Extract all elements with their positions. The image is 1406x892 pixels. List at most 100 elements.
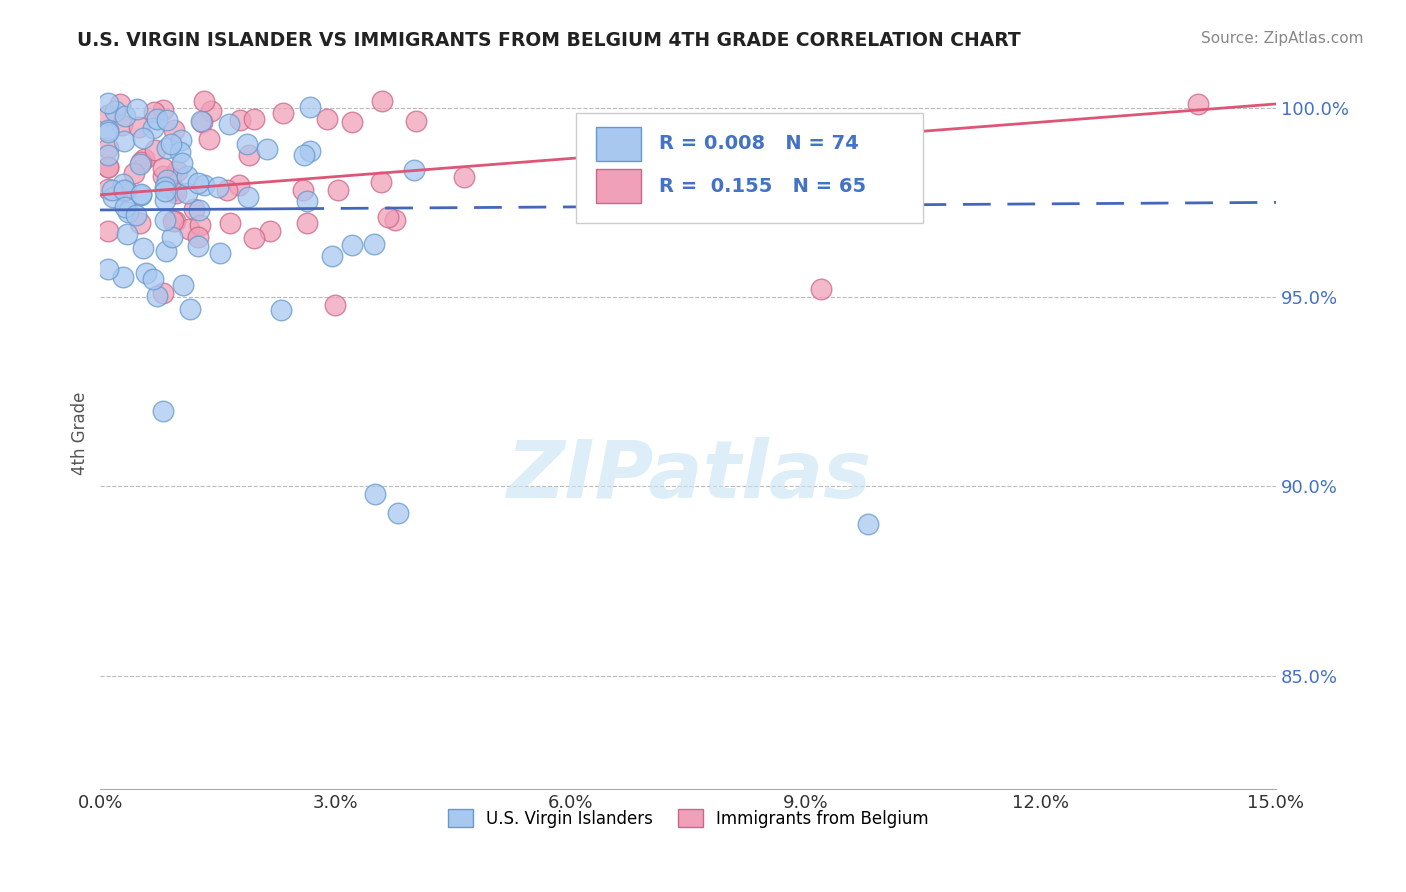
- Immigrants from Belgium: [152, 169, 174, 183]
- Immigrants from Belgium: [342, 115, 364, 129]
- U.S. Virgin Islanders: [114, 109, 136, 123]
- Immigrants from Belgium: [166, 163, 188, 178]
- Immigrants from Belgium: [152, 103, 174, 117]
- U.S. Virgin Islanders: [156, 112, 179, 127]
- Bar: [596, 127, 641, 161]
- U.S. Virgin Islanders: [387, 506, 409, 520]
- U.S. Virgin Islanders: [97, 125, 120, 139]
- U.S. Virgin Islanders: [321, 249, 343, 263]
- U.S. Virgin Islanders: [152, 403, 174, 417]
- Text: R =  0.155   N = 65: R = 0.155 N = 65: [659, 177, 866, 196]
- Immigrants from Belgium: [152, 286, 174, 301]
- U.S. Virgin Islanders: [170, 133, 193, 147]
- Immigrants from Belgium: [97, 160, 120, 174]
- U.S. Virgin Islanders: [135, 266, 157, 280]
- U.S. Virgin Islanders: [112, 269, 135, 284]
- U.S. Virgin Islanders: [111, 177, 134, 191]
- U.S. Virgin Islanders: [155, 213, 177, 227]
- U.S. Virgin Islanders: [146, 112, 169, 126]
- U.S. Virgin Islanders: [153, 180, 176, 194]
- Immigrants from Belgium: [134, 152, 156, 166]
- U.S. Virgin Islanders: [125, 102, 148, 116]
- U.S. Virgin Islanders: [193, 178, 215, 193]
- Immigrants from Belgium: [217, 183, 239, 197]
- U.S. Virgin Islanders: [363, 487, 385, 501]
- Immigrants from Belgium: [163, 214, 186, 228]
- Immigrants from Belgium: [183, 202, 205, 216]
- Immigrants from Belgium: [243, 112, 266, 126]
- U.S. Virgin Islanders: [124, 208, 146, 222]
- Legend: U.S. Virgin Islanders, Immigrants from Belgium: U.S. Virgin Islanders, Immigrants from B…: [441, 803, 935, 834]
- U.S. Virgin Islanders: [156, 173, 179, 187]
- Immigrants from Belgium: [242, 230, 264, 244]
- U.S. Virgin Islanders: [292, 147, 315, 161]
- Immigrants from Belgium: [97, 160, 120, 174]
- U.S. Virgin Islanders: [129, 187, 152, 202]
- U.S. Virgin Islanders: [176, 186, 198, 200]
- U.S. Virgin Islanders: [169, 145, 191, 160]
- U.S. Virgin Islanders: [207, 180, 229, 194]
- U.S. Virgin Islanders: [97, 262, 120, 277]
- Immigrants from Belgium: [325, 297, 347, 311]
- U.S. Virgin Islanders: [298, 101, 321, 115]
- Immigrants from Belgium: [97, 182, 120, 196]
- U.S. Virgin Islanders: [142, 120, 165, 135]
- U.S. Virgin Islanders: [156, 141, 179, 155]
- Immigrants from Belgium: [200, 103, 222, 118]
- Immigrants from Belgium: [163, 183, 186, 197]
- U.S. Virgin Islanders: [187, 176, 209, 190]
- Text: R = 0.008   N = 74: R = 0.008 N = 74: [659, 134, 859, 153]
- U.S. Virgin Islanders: [160, 137, 183, 152]
- Immigrants from Belgium: [110, 118, 132, 132]
- U.S. Virgin Islanders: [132, 241, 155, 255]
- Immigrants from Belgium: [165, 186, 187, 200]
- Immigrants from Belgium: [112, 184, 135, 198]
- Immigrants from Belgium: [405, 113, 427, 128]
- Immigrants from Belgium: [193, 94, 215, 108]
- U.S. Virgin Islanders: [115, 227, 138, 241]
- Immigrants from Belgium: [273, 106, 295, 120]
- U.S. Virgin Islanders: [97, 123, 120, 137]
- U.S. Virgin Islanders: [131, 187, 153, 202]
- Y-axis label: 4th Grade: 4th Grade: [72, 392, 89, 475]
- Immigrants from Belgium: [384, 212, 406, 227]
- Immigrants from Belgium: [163, 123, 186, 137]
- Immigrants from Belgium: [97, 224, 120, 238]
- Immigrants from Belgium: [315, 112, 337, 126]
- U.S. Virgin Islanders: [270, 303, 292, 318]
- Text: Source: ZipAtlas.com: Source: ZipAtlas.com: [1201, 31, 1364, 46]
- Immigrants from Belgium: [142, 105, 165, 120]
- Immigrants from Belgium: [162, 214, 184, 228]
- Immigrants from Belgium: [187, 230, 209, 244]
- FancyBboxPatch shape: [576, 113, 924, 223]
- Immigrants from Belgium: [152, 161, 174, 176]
- Immigrants from Belgium: [188, 218, 211, 232]
- U.S. Virgin Islanders: [238, 189, 260, 203]
- U.S. Virgin Islanders: [97, 95, 120, 110]
- U.S. Virgin Islanders: [117, 204, 139, 219]
- U.S. Virgin Islanders: [114, 200, 136, 214]
- U.S. Virgin Islanders: [142, 272, 165, 286]
- U.S. Virgin Islanders: [340, 237, 363, 252]
- Immigrants from Belgium: [810, 283, 832, 297]
- Immigrants from Belgium: [191, 115, 214, 129]
- Immigrants from Belgium: [110, 97, 132, 112]
- U.S. Virgin Islanders: [209, 245, 232, 260]
- Immigrants from Belgium: [259, 224, 281, 238]
- U.S. Virgin Islanders: [132, 130, 155, 145]
- U.S. Virgin Islanders: [153, 184, 176, 198]
- U.S. Virgin Islanders: [101, 182, 124, 196]
- U.S. Virgin Islanders: [187, 239, 209, 253]
- Immigrants from Belgium: [219, 216, 242, 230]
- U.S. Virgin Islanders: [218, 117, 240, 131]
- U.S. Virgin Islanders: [298, 145, 321, 159]
- U.S. Virgin Islanders: [104, 103, 127, 118]
- Immigrants from Belgium: [160, 170, 183, 185]
- U.S. Virgin Islanders: [153, 193, 176, 207]
- U.S. Virgin Islanders: [160, 230, 183, 244]
- U.S. Virgin Islanders: [101, 190, 124, 204]
- U.S. Virgin Islanders: [97, 148, 120, 162]
- Text: U.S. VIRGIN ISLANDER VS IMMIGRANTS FROM BELGIUM 4TH GRADE CORRELATION CHART: U.S. VIRGIN ISLANDER VS IMMIGRANTS FROM …: [77, 31, 1021, 50]
- Immigrants from Belgium: [228, 178, 250, 192]
- Immigrants from Belgium: [328, 182, 350, 196]
